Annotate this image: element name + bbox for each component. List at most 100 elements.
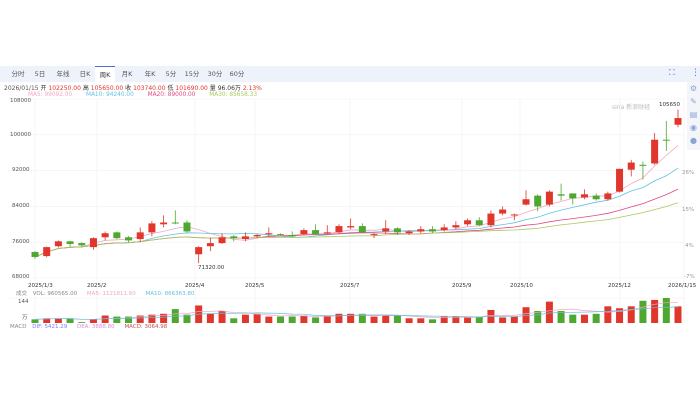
candle-body	[265, 233, 273, 235]
tab-yearly-k[interactable]: 年K	[144, 70, 156, 78]
vol-ma10: MA10: 866363.80	[145, 291, 195, 297]
volume-bar	[300, 315, 308, 323]
tab-5day[interactable]: 5日	[34, 70, 46, 78]
y-label: 76000	[12, 239, 30, 245]
volume-bar	[557, 311, 565, 323]
volume-bar	[323, 315, 331, 323]
wechat-icon[interactable]: ●	[690, 136, 697, 145]
volume-bar	[452, 316, 460, 323]
date-label: 2025/4	[185, 283, 205, 289]
tab-intraday[interactable]: 分时	[11, 70, 25, 78]
volume-bar	[66, 318, 74, 323]
macd-legend: MACD DIF: 5421.29 DEA: 3888.80 MACD: 306…	[10, 324, 167, 331]
ma20-label: MA20: 89000.00	[147, 92, 196, 98]
y-label: 100000	[10, 132, 31, 138]
volume-ma10-line	[34, 306, 679, 320]
vol-value: VOL: 960565.00	[32, 291, 78, 297]
candle-body	[557, 194, 565, 196]
vol-ma5: MA5: 1121811.60	[86, 291, 136, 297]
tab-15min[interactable]: 15分	[184, 70, 200, 78]
y-label: 92000	[12, 167, 30, 173]
ma30-label: MA30: 85658.33	[209, 92, 258, 98]
exit-fullscreen-icon[interactable]: ⛶	[669, 68, 675, 77]
volume-bar	[580, 314, 588, 323]
candle-body	[288, 235, 296, 237]
candle-body	[323, 232, 331, 234]
low-value: 101690.00	[175, 85, 208, 92]
volume-bar	[393, 315, 401, 323]
ma20-line	[34, 188, 679, 258]
candle-body	[662, 139, 670, 141]
y-label: 68000	[12, 274, 30, 280]
candle-body	[230, 236, 238, 239]
candle-body	[616, 168, 624, 192]
candle-body	[66, 241, 74, 244]
candle-body	[475, 220, 483, 226]
candle-body	[499, 209, 507, 214]
macd-dif: DIF: 5421.29	[32, 324, 68, 330]
date-label: 2025/9	[452, 283, 472, 289]
volume-bar	[31, 319, 39, 323]
min-price-annotation: 71320.00	[198, 265, 225, 271]
volume-bar	[160, 313, 168, 323]
max-price-annotation: 105650	[659, 102, 680, 108]
candle-body	[604, 193, 612, 200]
candle-body	[487, 213, 495, 226]
volume-bar	[347, 313, 355, 323]
volume-bar	[312, 317, 320, 323]
volume-bar	[651, 299, 659, 323]
candle-body	[113, 232, 121, 239]
volume-bar	[241, 314, 249, 323]
candle-body	[428, 229, 436, 232]
candle-body	[136, 232, 144, 240]
volume-bar	[230, 318, 238, 323]
candle-body	[545, 191, 553, 205]
weibo-icon[interactable]: ◉	[690, 123, 697, 132]
candle-body	[31, 252, 39, 257]
volume-bar	[405, 318, 413, 323]
candle-body	[627, 162, 635, 170]
candle-body	[241, 236, 249, 240]
note-icon[interactable]: ▤	[689, 110, 698, 119]
volume-legend: 成交 VOL: 960565.00 MA5: 1121811.60 MA10: …	[16, 291, 194, 298]
candle-body	[347, 226, 355, 228]
tab-weekly-k[interactable]: 周K	[95, 66, 115, 82]
volume-bar	[54, 318, 62, 323]
tab-5min[interactable]: 5分	[165, 70, 177, 78]
more-vertical-icon[interactable]: ⋮	[691, 68, 700, 78]
volume-bar	[499, 317, 507, 323]
date-label: 2026/1/15	[668, 283, 697, 289]
ma-legend: MA5: 99092.00 MA10: 94240.00 MA20: 89000…	[28, 92, 269, 98]
tab-monthly-k[interactable]: 月K	[121, 70, 133, 78]
volume-bar	[534, 311, 542, 323]
volume-bar	[113, 316, 121, 323]
volume-bar	[440, 316, 448, 323]
volume-bar	[43, 318, 51, 323]
candle-body	[358, 226, 366, 233]
ma10-label: MA10: 94240.00	[85, 92, 134, 98]
volume-bar	[358, 313, 366, 323]
date-label: 2025/7	[340, 283, 360, 289]
candle-body	[580, 194, 588, 198]
ma5-label: MA5: 99092.00	[28, 92, 73, 98]
volume-bar	[218, 311, 226, 323]
volume-bar	[545, 301, 553, 323]
volume-bar	[148, 314, 156, 323]
tab-daily-k[interactable]: 日K	[79, 70, 91, 78]
gear-icon[interactable]: ⚙	[689, 84, 698, 93]
tab-30min[interactable]: 30分	[207, 70, 223, 78]
candle-body	[440, 227, 448, 231]
pencil-icon[interactable]: ✎	[690, 97, 697, 106]
tab-60min[interactable]: 60分	[229, 70, 245, 78]
date-label: 2025/2	[87, 283, 107, 289]
candle-body	[370, 234, 378, 236]
candle-body	[674, 118, 682, 125]
volume-bar	[277, 316, 285, 323]
high-label: 高	[82, 85, 89, 92]
ma30-line	[34, 202, 679, 258]
tab-year-line[interactable]: 年线	[56, 70, 70, 78]
volume-bar	[639, 300, 647, 323]
volume-label: 量	[209, 85, 216, 92]
period-toolbar: 分时 5日 年线 日K 周K 月K 年K 5分 15分 30分 60分 ⛶ ⋮	[0, 66, 700, 82]
